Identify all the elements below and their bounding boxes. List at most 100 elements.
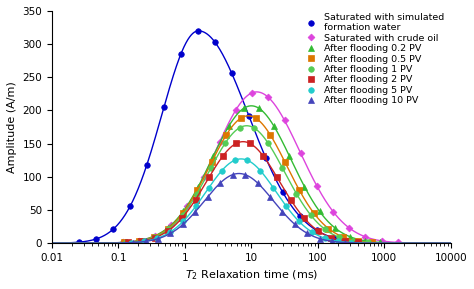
- Saturated with crude oil: [363, 235, 368, 238]
- Saturated with crude oil: [120, 241, 126, 244]
- Saturated with crude oil: [379, 239, 384, 242]
- After flooding 2 PV: [206, 175, 212, 179]
- Legend: Saturated with simulated
formation water, Saturated with crude oil, After floodi: Saturated with simulated formation water…: [299, 11, 446, 107]
- After flooding 0.5 PV: [355, 239, 360, 243]
- Saturated with crude oil: [136, 239, 142, 242]
- After flooding 2 PV: [247, 142, 253, 145]
- After flooding 2 PV: [193, 198, 199, 201]
- After flooding 0.5 PV: [369, 241, 375, 244]
- After flooding 1 PV: [194, 192, 200, 195]
- After flooding 2 PV: [261, 155, 266, 158]
- After flooding 1 PV: [123, 241, 128, 244]
- Saturated with simulated
formation water: [246, 114, 252, 117]
- After flooding 0.2 PV: [332, 226, 337, 229]
- After flooding 5 PV: [155, 236, 160, 240]
- After flooding 10 PV: [155, 237, 161, 240]
- After flooding 0.2 PV: [256, 107, 262, 110]
- After flooding 5 PV: [271, 186, 276, 190]
- X-axis label: $T_2$ Relaxation time (ms): $T_2$ Relaxation time (ms): [185, 268, 318, 282]
- After flooding 5 PV: [128, 241, 134, 244]
- After flooding 1 PV: [237, 126, 242, 129]
- Saturated with crude oil: [265, 96, 271, 99]
- After flooding 5 PV: [257, 169, 263, 173]
- After flooding 0.5 PV: [326, 227, 331, 230]
- After flooding 5 PV: [232, 159, 237, 162]
- After flooding 1 PV: [251, 126, 256, 129]
- After flooding 0.2 PV: [135, 239, 140, 242]
- After flooding 0.5 PV: [165, 227, 171, 230]
- After flooding 5 PV: [348, 241, 354, 244]
- After flooding 10 PV: [280, 210, 285, 213]
- After flooding 10 PV: [255, 181, 260, 185]
- After flooding 10 PV: [218, 181, 223, 185]
- After flooding 1 PV: [293, 192, 299, 195]
- After flooding 2 PV: [138, 239, 144, 243]
- After flooding 1 PV: [180, 213, 185, 217]
- Saturated with simulated
formation water: [263, 156, 269, 160]
- After flooding 1 PV: [337, 236, 342, 239]
- After flooding 0.5 PV: [340, 235, 346, 239]
- After flooding 5 PV: [245, 159, 250, 162]
- Line: After flooding 0.5 PV: After flooding 0.5 PV: [122, 115, 375, 245]
- After flooding 2 PV: [342, 239, 348, 243]
- After flooding 2 PV: [315, 229, 320, 232]
- After flooding 10 PV: [205, 195, 210, 199]
- Saturated with simulated
formation water: [76, 240, 82, 244]
- After flooding 1 PV: [279, 166, 285, 169]
- After flooding 0.2 PV: [377, 241, 383, 244]
- After flooding 10 PV: [192, 210, 198, 213]
- After flooding 10 PV: [143, 240, 148, 243]
- After flooding 5 PV: [335, 240, 341, 243]
- Saturated with crude oil: [168, 224, 174, 227]
- Saturated with simulated
formation water: [297, 214, 302, 218]
- Saturated with simulated
formation water: [178, 52, 184, 56]
- After flooding 2 PV: [274, 175, 280, 179]
- Saturated with simulated
formation water: [110, 228, 116, 231]
- Line: After flooding 1 PV: After flooding 1 PV: [123, 125, 370, 245]
- Saturated with simulated
formation water: [331, 236, 337, 240]
- After flooding 1 PV: [365, 241, 371, 244]
- Saturated with crude oil: [249, 91, 255, 95]
- After flooding 5 PV: [142, 240, 147, 243]
- After flooding 0.5 PV: [282, 160, 288, 163]
- After flooding 0.2 PV: [180, 210, 186, 213]
- After flooding 0.2 PV: [119, 241, 125, 244]
- Saturated with simulated
formation water: [144, 163, 150, 166]
- After flooding 0.5 PV: [267, 133, 273, 136]
- After flooding 10 PV: [180, 223, 186, 226]
- After flooding 1 PV: [165, 227, 171, 231]
- Saturated with crude oil: [395, 241, 401, 244]
- Y-axis label: Amplitude (A/m): Amplitude (A/m): [7, 81, 17, 173]
- After flooding 1 PV: [151, 236, 157, 239]
- After flooding 10 PV: [304, 232, 310, 235]
- Line: Saturated with simulated
formation water: Saturated with simulated formation water: [76, 28, 370, 245]
- After flooding 5 PV: [283, 204, 289, 208]
- Saturated with crude oil: [298, 151, 303, 155]
- Saturated with simulated
formation water: [161, 106, 167, 109]
- After flooding 0.5 PV: [194, 188, 200, 192]
- After flooding 0.2 PV: [362, 239, 368, 242]
- Saturated with crude oil: [152, 234, 158, 238]
- After flooding 0.5 PV: [136, 239, 142, 243]
- After flooding 0.2 PV: [210, 154, 216, 158]
- After flooding 1 PV: [222, 141, 228, 145]
- After flooding 1 PV: [322, 227, 328, 231]
- Saturated with crude oil: [201, 175, 207, 179]
- After flooding 5 PV: [309, 230, 315, 234]
- Line: After flooding 0.2 PV: After flooding 0.2 PV: [119, 105, 383, 245]
- After flooding 0.5 PV: [238, 116, 244, 120]
- After flooding 0.5 PV: [209, 160, 215, 164]
- After flooding 10 PV: [168, 232, 173, 235]
- Line: Saturated with crude oil: Saturated with crude oil: [120, 90, 400, 245]
- After flooding 0.2 PV: [150, 235, 155, 238]
- After flooding 2 PV: [288, 198, 293, 201]
- After flooding 0.2 PV: [241, 107, 246, 110]
- After flooding 5 PV: [180, 220, 186, 223]
- Saturated with simulated
formation water: [280, 190, 285, 194]
- After flooding 0.2 PV: [271, 125, 277, 128]
- After flooding 10 PV: [242, 173, 248, 176]
- After flooding 0.5 PV: [296, 188, 302, 192]
- Saturated with simulated
formation water: [127, 205, 133, 208]
- After flooding 5 PV: [296, 220, 302, 223]
- Saturated with crude oil: [314, 184, 320, 188]
